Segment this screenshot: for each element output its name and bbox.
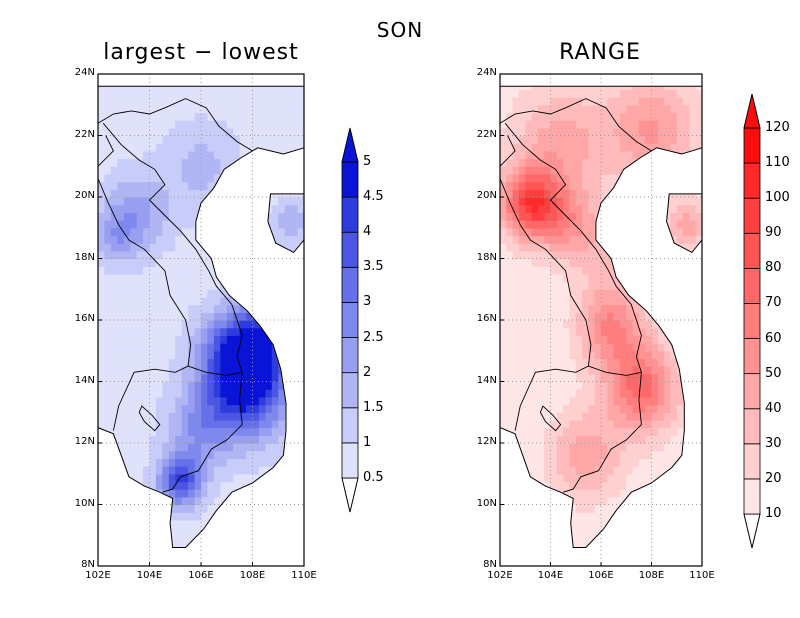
right-border [514,365,642,431]
right-lat-tick-label: 22N [476,128,497,140]
left-border [162,372,243,493]
colorbar-segment [743,443,761,480]
colorbar-segment [743,408,761,445]
right-colorbar-label: 120 [765,120,790,135]
colorbar-segment [341,372,359,409]
left-colorbar-label: 3 [363,294,372,310]
right-colorbar-label: 50 [765,365,782,381]
right-lat-tick-label: 8N [483,559,497,570]
colorbar-segment [341,196,359,233]
right-lake [539,405,562,432]
left-colorbar-label: 3.5 [363,259,384,275]
left-colorbar-label: 4.5 [363,189,384,205]
right-lat-tick-label: 10N [476,497,497,509]
right-lat-tick-label: 14N [476,374,497,386]
right-lat-tick-label: 24N [476,67,497,78]
right-border [499,135,516,167]
right-panel-title: RANGE [559,40,641,65]
colorbar-segment [743,373,761,410]
right-lon-tick-label: 108E [638,570,665,581]
left-lat-tick-label: 18N [74,251,95,263]
right-colorbar-label: 60 [765,330,782,346]
right-border [499,178,592,367]
colorbar-segment [743,478,761,515]
right-colorbar-label: 80 [765,260,782,276]
colorbar-segment [743,162,761,199]
left-colorbar-label: 1.5 [363,399,384,415]
right-lat-tick-label: 12N [476,436,497,447]
left-colorbar [341,127,359,513]
colorbar-over-arrow [341,127,359,163]
right-map [499,73,703,567]
colorbar-segment [743,267,761,304]
right-border [504,122,642,373]
right-colorbar-label: 10 [765,506,782,521]
colorbar-segment [743,232,761,269]
left-colorbar-label: 2.5 [363,329,384,345]
left-field [98,86,304,548]
right-lat-tick-label: 18N [476,251,497,263]
left-lat-tick-label: 22N [74,128,95,140]
left-colorbar-label: 2 [363,364,372,380]
left-coastline [97,85,305,548]
left-border [97,98,253,152]
left-lon-tick-label: 102E [85,570,111,581]
right-lat-tick-label: 16N [476,313,497,324]
colorbar-segment [743,197,761,234]
left-lat-tick-label: 8N [81,559,95,570]
right-lon-tick-label: 106E [588,570,614,581]
left-border [97,135,114,167]
left-lake [138,405,161,432]
left-lat-tick-label: 14N [74,374,95,386]
right-lon-tick-label: 104E [537,570,564,581]
colorbar-segment [341,231,359,268]
left-colorbar-label: 0.5 [363,470,384,485]
left-border [102,122,243,373]
right-border [499,98,652,152]
left-colorbar-label: 5 [363,154,372,169]
colorbar-segment [341,161,359,198]
left-border [97,178,192,367]
left-lat-tick-label: 20N [74,190,95,201]
right-coastline [499,85,703,548]
left-lat-tick-label: 16N [74,313,95,324]
left-lat-tick-label: 24N [74,67,95,78]
colorbar-segment [743,338,761,375]
colorbar-segment [743,303,761,339]
left-lon-tick-label: 104E [136,570,163,581]
left-lat-tick-label: 12N [74,436,95,447]
colorbar-over-arrow [743,93,761,129]
right-colorbar-label: 100 [765,190,790,206]
left-lon-tick-label: 110E [291,570,317,581]
colorbar-segment [743,127,761,164]
right-lon-tick-label: 102E [487,570,513,581]
colorbar-segment [341,407,359,444]
left-lon-tick-label: 108E [239,570,266,581]
left-colorbar-label: 4 [363,224,372,240]
right-colorbar [743,93,761,549]
colorbar-under-arrow [743,513,761,549]
left-panel-title: largest − lowest [103,40,299,65]
right-colorbar-label: 30 [765,435,782,451]
right-colorbar-label: 20 [765,470,782,486]
right-colorbar-label: 110 [765,155,790,171]
colorbar-segment [341,266,359,303]
colorbar-segment [341,302,359,338]
figure-title: SON [376,18,424,42]
right-lat-tick-label: 20N [476,190,497,201]
right-lon-tick-label: 110E [689,570,715,581]
colorbar-segment [341,337,359,374]
right-colorbar-label: 90 [765,225,782,241]
colorbar-under-arrow [341,477,359,513]
left-colorbar-label: 1 [363,434,372,450]
left-map [97,73,305,567]
right-colorbar-label: 70 [765,295,782,311]
left-lat-tick-label: 10N [74,497,95,509]
right-border [562,372,642,493]
colorbar-segment [341,442,359,479]
right-colorbar-label: 40 [765,400,782,416]
left-border [112,365,243,431]
left-lon-tick-label: 106E [188,570,214,581]
